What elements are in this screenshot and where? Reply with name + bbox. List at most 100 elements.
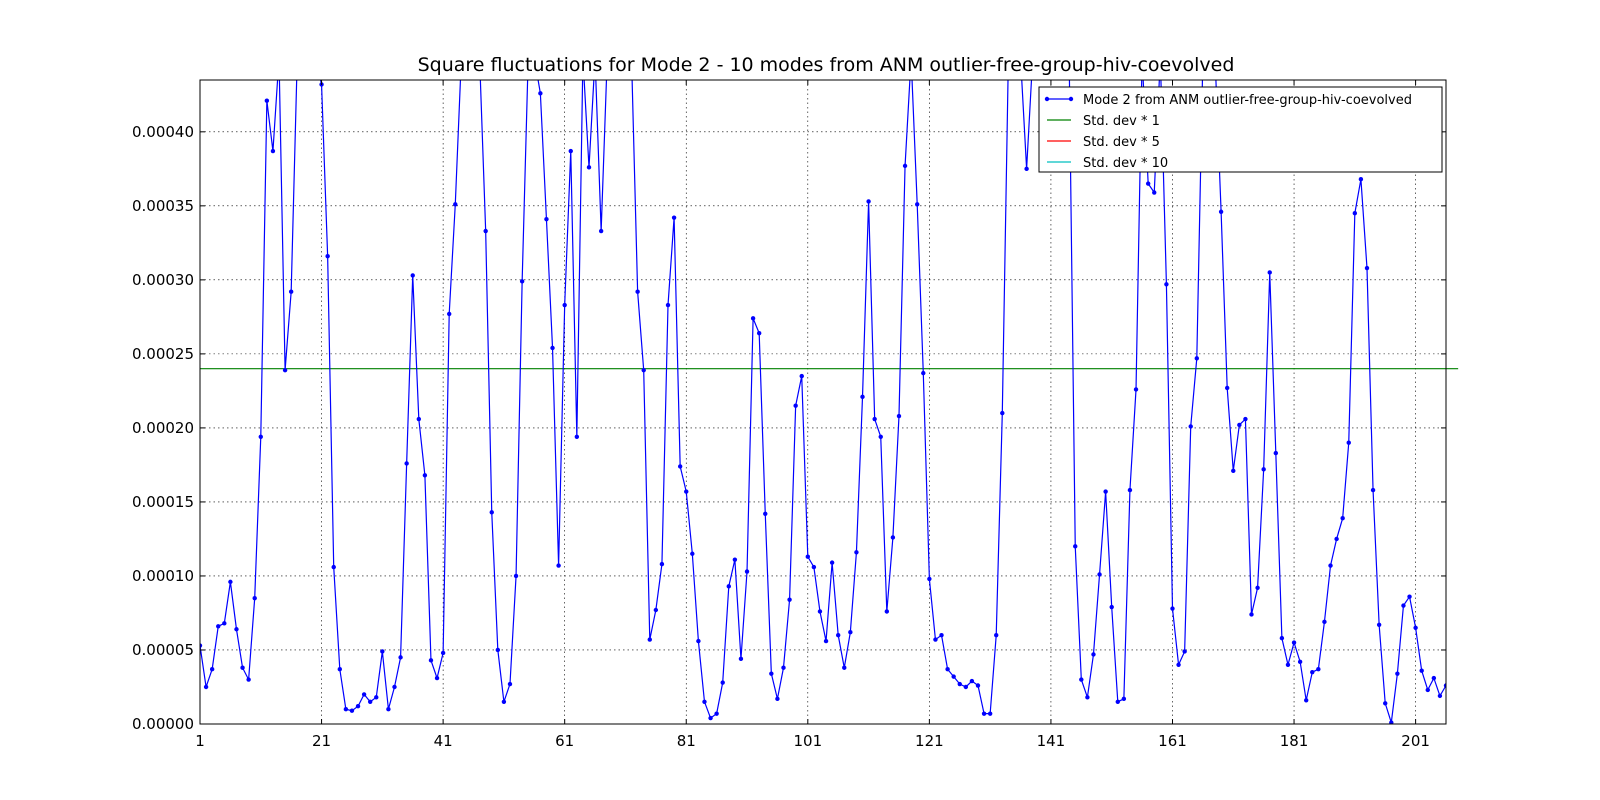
data-point <box>1370 487 1376 493</box>
data-point <box>872 416 877 422</box>
data-point <box>684 489 689 494</box>
data-point <box>750 316 756 321</box>
x-tick-label: 41 <box>434 732 453 750</box>
data-point <box>1401 603 1406 608</box>
y-tick-label: 0.00040 <box>132 123 194 141</box>
y-tick-label: 0.00005 <box>132 641 194 659</box>
x-tick-label: 101 <box>793 732 822 750</box>
x-tick-label: 181 <box>1280 732 1309 750</box>
data-point <box>434 675 440 681</box>
data-series <box>200 56 1460 724</box>
data-point <box>313 56 317 60</box>
data-point <box>598 228 604 234</box>
data-point <box>337 667 342 672</box>
data-point <box>1073 544 1078 549</box>
data-point <box>203 684 209 690</box>
data-point <box>574 434 580 439</box>
data-point <box>264 98 270 103</box>
data-point <box>513 573 519 579</box>
data-point <box>252 595 257 601</box>
legend-label: Std. dev * 5 <box>1083 135 1160 150</box>
data-point <box>1297 659 1303 665</box>
data-point <box>1419 668 1424 673</box>
data-point <box>1456 603 1460 607</box>
data-point <box>404 461 409 466</box>
data-point <box>987 711 993 716</box>
data-point <box>726 584 731 589</box>
y-tick-label: 0.00020 <box>132 419 194 437</box>
y-tick-label: 0.00035 <box>132 197 194 215</box>
data-point <box>1352 211 1358 216</box>
data-point <box>361 692 367 697</box>
data-point <box>939 632 944 638</box>
data-point <box>763 511 768 516</box>
x-tick-label: 1 <box>195 732 205 750</box>
data-point <box>714 711 719 716</box>
chart-title: Square fluctuations for Mode 2 - 10 mode… <box>418 54 1235 76</box>
data-point <box>811 564 817 570</box>
data-point <box>848 630 853 635</box>
data-point <box>386 707 391 712</box>
data-point <box>842 665 847 670</box>
data-point <box>270 148 276 154</box>
x-tick-label: 201 <box>1401 732 1430 750</box>
legend-label: Mode 2 from ANM outlier-free-group-hiv-c… <box>1083 93 1412 108</box>
data-point <box>951 674 956 679</box>
data-point <box>1437 693 1443 699</box>
data-point <box>1243 416 1248 422</box>
data-point <box>410 273 415 278</box>
data-point <box>453 202 458 207</box>
data-point <box>659 561 665 567</box>
data-point <box>562 302 567 308</box>
data-point <box>398 655 403 660</box>
data-point <box>440 650 446 656</box>
data-point <box>896 413 902 419</box>
axis-ticks: 1 21 41 61 81 101 121 141 161 181 2010.000000.0000… <box>132 80 1446 750</box>
data-point <box>744 569 750 574</box>
data-point <box>702 699 707 704</box>
data-point <box>1425 687 1430 693</box>
series-group <box>200 56 1460 724</box>
data-point <box>890 535 896 540</box>
data-point <box>823 638 829 644</box>
data-point <box>1316 667 1321 672</box>
data-point <box>489 510 494 515</box>
data-point <box>1164 282 1169 287</box>
data-point <box>1358 176 1364 182</box>
data-point <box>447 311 452 317</box>
data-point <box>240 665 245 670</box>
data-point <box>1188 424 1193 429</box>
legend-box <box>1038 86 1443 173</box>
data-point <box>902 163 908 169</box>
data-point <box>349 708 355 713</box>
data-point <box>860 394 865 400</box>
data-point <box>866 199 871 204</box>
data-point <box>501 699 507 704</box>
data-point <box>234 627 239 632</box>
data-point <box>343 707 349 712</box>
plot-frame <box>199 79 1447 725</box>
data-point <box>416 416 422 422</box>
data-point <box>1279 635 1285 641</box>
data-point <box>793 403 798 408</box>
data-point <box>1407 594 1412 599</box>
data-point <box>1024 166 1029 172</box>
data-point <box>1322 619 1327 625</box>
data-point <box>1255 585 1260 590</box>
y-tick-label: 0.00030 <box>132 271 194 289</box>
data-point <box>586 165 592 170</box>
data-point <box>1273 450 1279 456</box>
data-point <box>1194 356 1200 361</box>
data-point <box>550 345 555 351</box>
data-point <box>690 551 695 556</box>
data-point <box>1395 671 1400 676</box>
data-point <box>653 607 659 613</box>
data-point <box>769 671 774 676</box>
data-point <box>1109 604 1114 610</box>
data-point <box>696 638 701 644</box>
data-point <box>994 632 999 638</box>
data-point <box>1121 696 1127 702</box>
data-point <box>355 704 361 709</box>
data-point <box>805 554 810 559</box>
data-point <box>720 680 725 685</box>
